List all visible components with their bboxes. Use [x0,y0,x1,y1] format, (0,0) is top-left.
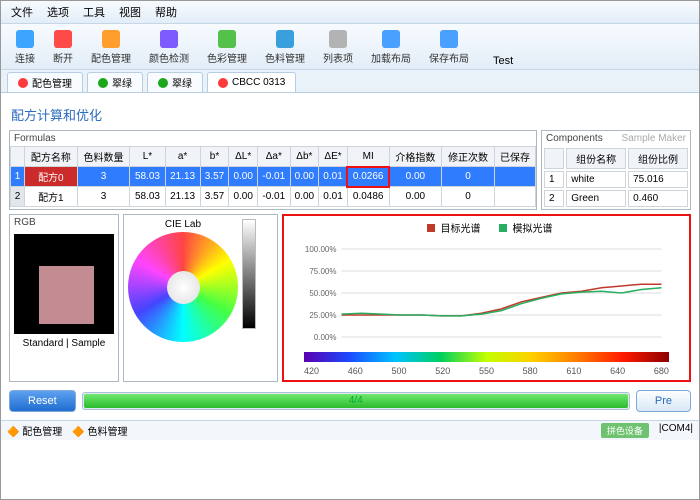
tool-配色管理[interactable]: 配色管理 [87,28,135,67]
table-row[interactable]: 1配方0358.0321.133.570.00-0.010.000.010.02… [11,167,536,187]
components-table[interactable]: 组份名称组份比例1white75.0162Green0.460 [542,146,690,209]
svg-text:50.00%: 50.00% [309,289,336,298]
progress-text: 4/4 [83,393,629,409]
svg-text:0.00%: 0.00% [314,333,337,342]
panel-title: 配方计算和优化 [11,105,689,124]
tab-翠绿[interactable]: 翠绿 [87,72,143,92]
svg-text:75.00%: 75.00% [309,267,336,276]
tool-保存布局[interactable]: 保存布局 [425,28,473,67]
tool-色料管理[interactable]: 色料管理 [261,28,309,67]
tool-颜色检测[interactable]: 颜色检测 [145,28,193,67]
rgb-title: RGB [14,217,36,228]
bottom-tabs: 🔶 配色管理 🔶 色料管理 [7,423,127,438]
tab-配色管理[interactable]: 配色管理 [7,72,83,92]
table-row[interactable]: 2配方1358.0321.133.570.00-0.010.000.010.04… [11,187,536,207]
reset-button[interactable]: Reset [9,390,76,412]
spectrum-box: 目标光谱模拟光谱 100.00%75.00%50.00%25.00%0.00% … [282,214,691,382]
legend-目标光谱: 目标光谱 [421,224,481,235]
y-axis: 100.00% 75.00% 50.00% 25.00% 0.00% [305,245,337,342]
tab-翠绿[interactable]: 翠绿 [147,72,203,92]
cie-title: CIE Lab [165,219,201,230]
menu-视图[interactable]: 视图 [119,4,141,20]
footer-bar: Reset 4/4 Pre [9,390,691,412]
table-row[interactable]: 1white75.016 [544,171,688,188]
tool-加载布局[interactable]: 加载布局 [367,28,415,67]
grayscale-bar[interactable] [242,219,256,329]
com-port: |COM4| [659,423,693,438]
toolbar: 连接断开配色管理颜色检测色彩管理色料管理列表项加载布局保存布局 Test [1,24,699,70]
bottom-tab-配色管理[interactable]: 🔶 配色管理 [7,423,62,438]
table-row[interactable]: 2Green0.460 [544,190,688,207]
rgb-standard-swatch [14,234,114,334]
spectrum-chart: 100.00% 75.00% 50.00% 25.00% 0.00% [284,239,689,349]
rgb-sample-swatch [39,266,94,324]
bottom-tab-色料管理[interactable]: 🔶 色料管理 [72,423,127,438]
sim-line [342,288,662,316]
tool-列表项[interactable]: 列表项 [319,28,357,67]
menu-文件[interactable]: 文件 [11,4,33,20]
wavelength-bar [304,352,669,362]
workspace: 配方计算和优化 Formulas 配方名称色料数量L*a*b*ΔL*Δa*Δb*… [1,93,699,420]
rgb-caption: Standard | Sample [10,338,118,349]
components-sub: Sample Maker [622,133,686,144]
tool-色彩管理[interactable]: 色彩管理 [203,28,251,67]
rgb-box: RGB Standard | Sample [9,214,119,382]
progress-bar: 4/4 [82,392,630,410]
menu-帮助[interactable]: 帮助 [155,4,177,20]
device-status: 拼色设备 [601,423,649,438]
pre-button[interactable]: Pre [636,390,691,412]
tab-strip: 配色管理翠绿翠绿CBCC 0313 [1,70,699,93]
tool-连接[interactable]: 连接 [11,28,39,67]
bottom-bar: 🔶 配色管理 🔶 色料管理 拼色设备 |COM4| [1,420,699,440]
cie-wheel[interactable] [128,232,238,342]
cie-box: CIE Lab [123,214,278,382]
spectrum-legend: 目标光谱 模拟光谱 [284,220,689,235]
svg-text:100.00%: 100.00% [305,245,337,254]
components-box: Components Sample Maker 组份名称组份比例1white75… [541,130,691,210]
formulas-box: Formulas 配方名称色料数量L*a*b*ΔL*Δa*Δb*ΔE*MI介格指… [9,130,537,210]
tool-断开[interactable]: 断开 [49,28,77,67]
x-ticks: 420460500520550580610640680 [304,366,669,376]
tab-CBCC 0313[interactable]: CBCC 0313 [207,72,296,92]
svg-text:25.00%: 25.00% [309,311,336,320]
menu-bar: 文件选项工具视图帮助 [1,1,699,24]
status-area: 拼色设备 |COM4| [601,423,693,438]
formulas-title: Formulas [14,133,56,144]
toolbar-test[interactable]: Test [493,55,513,67]
menu-选项[interactable]: 选项 [47,4,69,20]
components-title: Components [546,133,603,144]
legend-模拟光谱: 模拟光谱 [493,224,553,235]
menu-工具[interactable]: 工具 [83,4,105,20]
formulas-table[interactable]: 配方名称色料数量L*a*b*ΔL*Δa*Δb*ΔE*MI介格指数修正次数已保存1… [10,146,536,207]
